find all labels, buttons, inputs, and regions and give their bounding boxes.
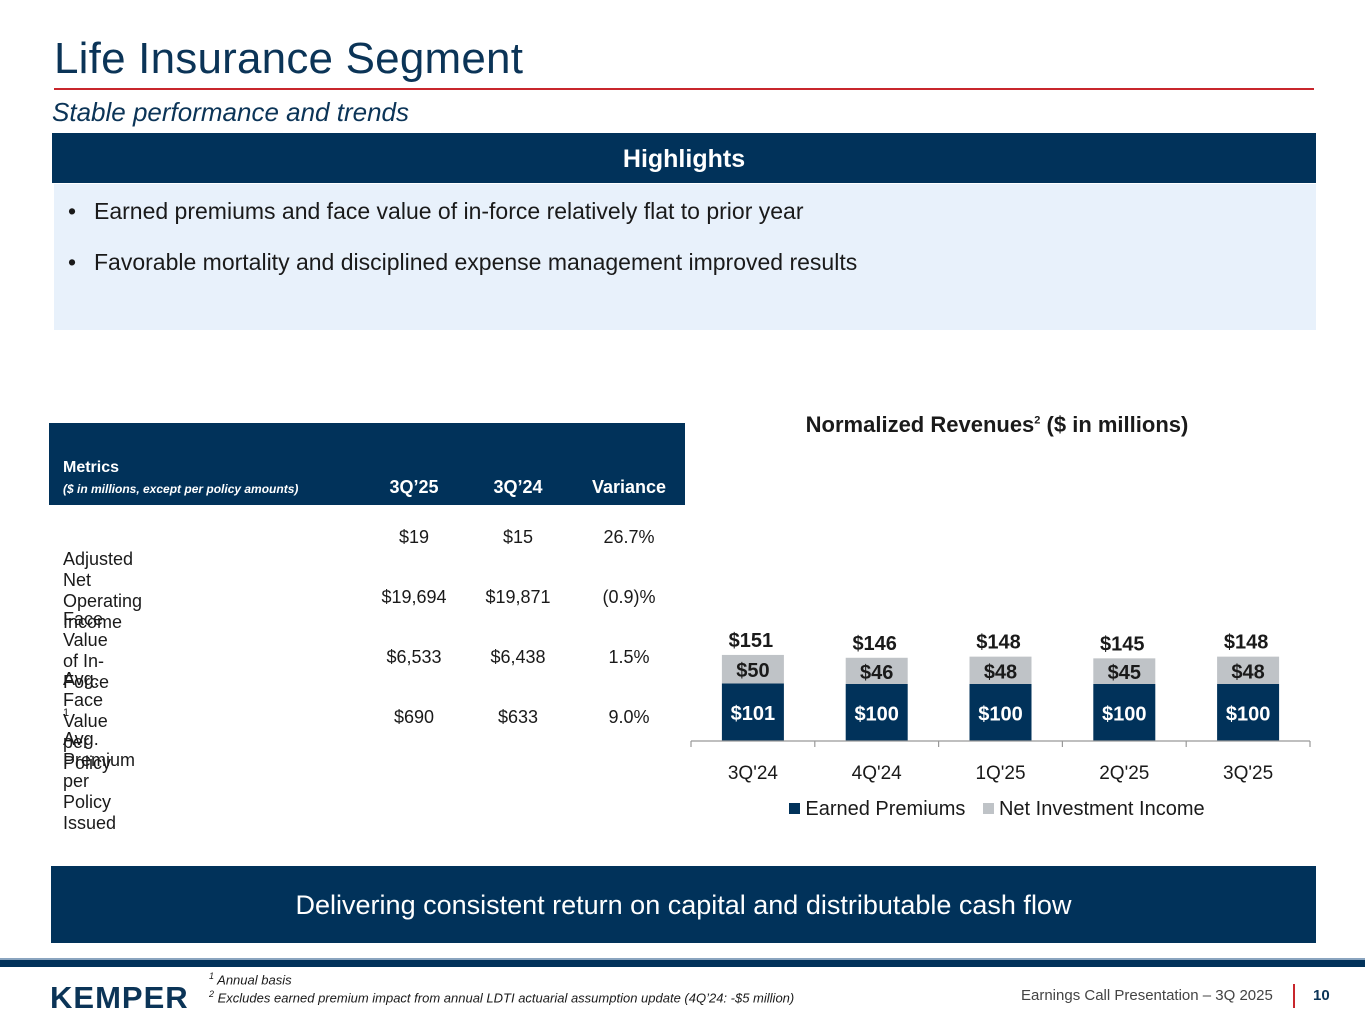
bar-earned-premiums <box>1217 684 1280 741</box>
footnote-1: 1 Annual basis <box>209 971 292 988</box>
x-tick-label: 2Q'25 <box>1099 763 1149 784</box>
chart-legend: Earned Premiums Net Investment Income <box>690 798 1304 821</box>
bar-net-investment-income <box>845 657 908 684</box>
highlights-list: • Earned premiums and face value of in-fo… <box>54 184 1316 300</box>
bullet-icon: • <box>68 198 77 224</box>
cell-variance: (0.9)% <box>602 587 656 607</box>
bullet-icon: • <box>68 249 77 275</box>
bar-net-investment-income <box>969 656 1032 684</box>
column-header-variance: Variance <box>591 477 667 497</box>
data-label-net-investment-income: $48 <box>984 661 1017 683</box>
cell-3q24: $19,871 <box>485 587 551 607</box>
summary-banner: Delivering consistent return on capital … <box>51 866 1316 943</box>
column-header-3q24: 3Q’24 <box>493 477 543 497</box>
footer-accent <box>0 958 1365 960</box>
footnote-2: 2 Excludes earned premium impact from an… <box>209 989 795 1006</box>
bar-net-investment-income <box>1217 656 1280 684</box>
page-subtitle: Stable performance and trends <box>52 97 409 127</box>
bar-earned-premiums <box>721 683 784 741</box>
title-divider <box>54 88 1314 90</box>
highlights-panel: • Earned premiums and face value of in-fo… <box>54 184 1316 330</box>
x-tick-label: 3Q'25 <box>1223 763 1273 784</box>
x-tick-label: 3Q'24 <box>728 763 779 784</box>
data-label-earned-premiums: $101 <box>731 703 776 725</box>
data-label-total: $146 <box>852 633 897 655</box>
chart-title: Normalized Revenues2 ($ in millions) <box>805 412 1189 437</box>
bar-earned-premiums <box>969 684 1032 741</box>
chart-title-footnote: 2 <box>1034 414 1041 427</box>
legend-item-earned-premiums: Earned Premiums <box>789 798 965 821</box>
highlight-item: • Earned premiums and face value of in-fo… <box>68 198 1316 249</box>
data-label-earned-premiums: $100 <box>1102 704 1147 726</box>
data-label-total: $151 <box>729 630 774 652</box>
highlight-text: Favorable mortality and disciplined expe… <box>94 249 858 275</box>
metrics-header-sub: ($ in millions, except per policy amount… <box>63 482 299 496</box>
table-row: Face Value of In-Force $19,694 $19,871 (… <box>49 565 685 692</box>
legend-swatch <box>982 803 994 814</box>
table-row: Avg. Premium per Policy Issued 1 $690 $63… <box>49 685 685 834</box>
data-label-earned-premiums: $100 <box>854 704 899 726</box>
cell-variance: 26.7% <box>603 527 655 547</box>
x-tick-label: 1Q'25 <box>975 763 1025 784</box>
highlights-header: Highlights <box>52 133 1316 183</box>
table-row: Avg. Face Value per Policy $6,533 $6,438… <box>49 625 685 773</box>
bar-earned-premiums <box>845 684 908 741</box>
x-tick-label: 4Q'24 <box>852 763 903 784</box>
bar-earned-premiums <box>1093 684 1156 741</box>
legend-item-net-investment-income: Net Investment Income <box>982 798 1205 821</box>
revenue-chart: $101 $50 $151 3Q'24 $100 $46 $146 4Q'24 $100 $48 $… <box>690 630 1311 784</box>
table-row: Adjusted Net Operating Income $19 $15 26… <box>49 505 685 632</box>
metrics-header-label: Metrics <box>63 459 120 476</box>
cell-3q25: $19,694 <box>381 587 447 607</box>
metrics-table-header: Metrics ($ in millions, except per polic… <box>49 423 685 505</box>
footnote-marker: 1 <box>63 707 70 719</box>
data-label-earned-premiums: $100 <box>978 704 1023 726</box>
kemper-logo: KEMPER <box>50 980 189 1015</box>
bar-net-investment-income <box>721 654 784 684</box>
cell-3q24: $633 <box>497 707 539 727</box>
column-header-3q25: 3Q’25 <box>389 477 439 497</box>
data-label-total: $148 <box>976 632 1021 654</box>
legend-swatch <box>789 803 801 814</box>
row-label: Avg. Premium per Policy Issued 1 <box>63 707 136 834</box>
data-label-net-investment-income: $46 <box>860 662 893 684</box>
metrics-table: Metrics ($ in millions, except per polic… <box>49 423 685 834</box>
data-label-net-investment-income: $45 <box>1108 662 1141 684</box>
footer-divider <box>1293 984 1295 1008</box>
footer-bar <box>0 960 1365 967</box>
highlight-text: Earned premiums and face value of in-for… <box>94 198 804 224</box>
cell-variance: 9.0% <box>608 707 650 727</box>
cell-3q25: $6,533 <box>386 647 442 667</box>
presentation-label: Earnings Call Presentation – 3Q 2025 <box>1021 987 1273 1004</box>
cell-3q25: $19 <box>398 527 430 547</box>
data-label-total: $145 <box>1100 633 1145 655</box>
bar-net-investment-income <box>1093 658 1156 684</box>
cell-3q25: $690 <box>393 707 435 727</box>
data-label-net-investment-income: $50 <box>736 660 769 682</box>
highlight-item: • Favorable mortality and disciplined exp… <box>68 249 1316 300</box>
data-label-total: $148 <box>1224 632 1269 654</box>
cell-3q24: $6,438 <box>490 647 546 667</box>
data-label-net-investment-income: $48 <box>1231 661 1264 683</box>
page-number: 10 <box>1313 987 1330 1004</box>
page-title: Life Insurance Segment <box>54 34 524 83</box>
cell-variance: 1.5% <box>608 647 650 667</box>
cell-3q24: $15 <box>502 527 534 547</box>
data-label-earned-premiums: $100 <box>1226 704 1271 726</box>
